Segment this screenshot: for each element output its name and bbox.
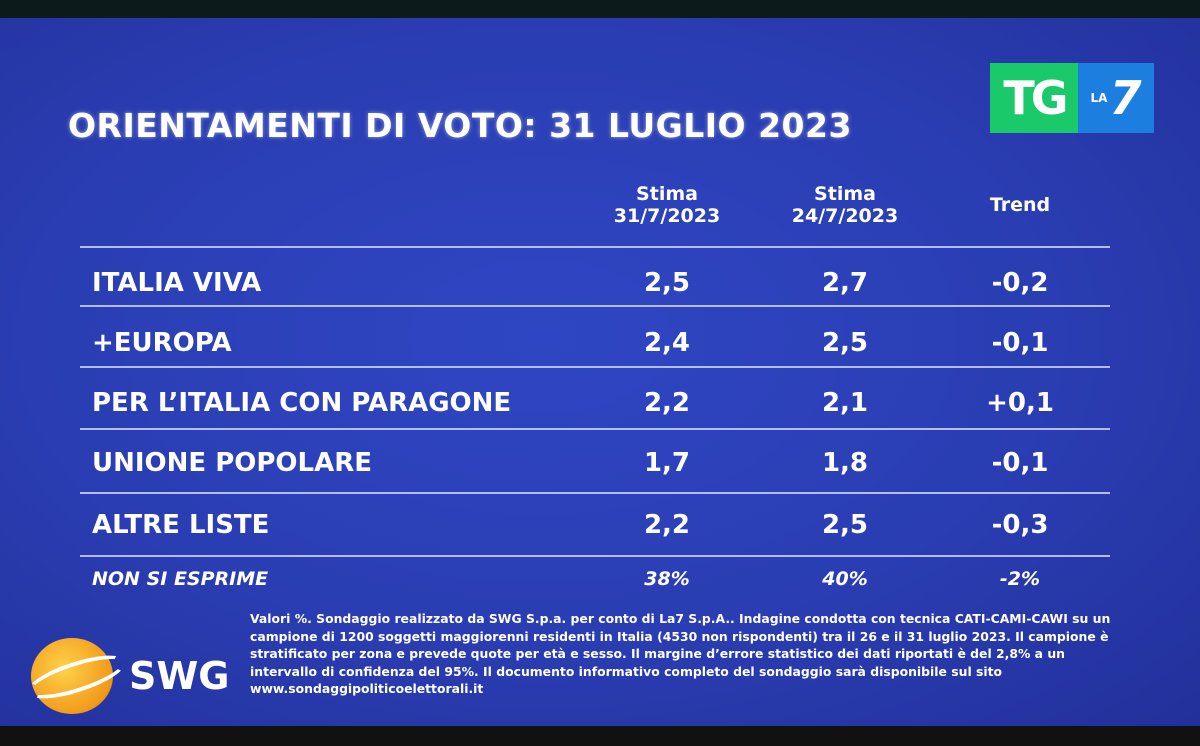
cell-current: 38% xyxy=(644,568,690,590)
swg-logo: SWG xyxy=(22,632,240,718)
cell-previous: 40% xyxy=(822,568,868,590)
footnote-text: Valori %. Sondaggio realizzato da SWG S.… xyxy=(250,611,1111,679)
column-header-current: Stima 31/7/2023 xyxy=(577,183,757,227)
divider xyxy=(80,428,1110,430)
table-row: PER L’ITALIA CON PARAGONE 2,2 2,1 +0,1 xyxy=(0,383,1200,423)
divider xyxy=(80,492,1110,494)
cell-previous: 2,1 xyxy=(821,388,869,418)
header-line1: Trend xyxy=(989,194,1051,216)
cell-previous: 2,7 xyxy=(821,268,869,298)
table-row: +EUROPA 2,4 2,5 -0,1 xyxy=(0,323,1200,363)
tg-la7-logo: TG LA 7 xyxy=(990,63,1154,133)
cell-current: 1,7 xyxy=(643,448,691,478)
tv-screen xyxy=(0,18,1200,726)
header-line2: 24/7/2023 xyxy=(791,205,899,227)
tv-bezel xyxy=(0,726,1200,746)
swg-globe-icon xyxy=(31,638,113,714)
table-row: UNIONE POPOLARE 1,7 1,8 -0,1 xyxy=(0,443,1200,483)
logo-tg: TG xyxy=(990,63,1078,133)
swg-wordmark: SWG xyxy=(129,654,230,698)
cell-trend: -0,3 xyxy=(991,510,1049,540)
logo-seven: 7 xyxy=(1109,71,1142,125)
cell-trend: +0,1 xyxy=(986,388,1054,418)
row-label: PER L’ITALIA CON PARAGONE xyxy=(92,388,512,418)
header-line1: Stima xyxy=(814,183,876,205)
row-label: NON SI ESPRIME xyxy=(92,568,269,590)
cell-previous: 2,5 xyxy=(821,510,869,540)
cell-current: 2,5 xyxy=(643,268,691,298)
column-header-previous: Stima 24/7/2023 xyxy=(755,183,935,227)
table-row: ALTRE LISTE 2,2 2,5 -0,3 xyxy=(0,505,1200,545)
table-row: ITALIA VIVA 2,5 2,7 -0,2 xyxy=(0,263,1200,303)
row-label: ITALIA VIVA xyxy=(92,268,262,298)
logo-la7: LA 7 xyxy=(1078,63,1154,133)
cell-current: 2,4 xyxy=(643,328,691,358)
cell-trend: -0,1 xyxy=(991,328,1049,358)
footnote-url: www.sondaggipoliticoelettorali.it xyxy=(250,681,484,696)
divider xyxy=(80,305,1110,307)
cell-trend: -0,1 xyxy=(991,448,1049,478)
page-title: ORIENTAMENTI DI VOTO: 31 LUGLIO 2023 xyxy=(68,106,852,145)
header-line1: Stima xyxy=(636,183,698,205)
divider xyxy=(80,366,1110,368)
header-line2: 31/7/2023 xyxy=(613,205,721,227)
row-label: UNIONE POPOLARE xyxy=(92,448,373,478)
cell-current: 2,2 xyxy=(643,388,691,418)
cell-previous: 2,5 xyxy=(821,328,869,358)
row-label: ALTRE LISTE xyxy=(92,510,270,540)
footnote: Valori %. Sondaggio realizzato da SWG S.… xyxy=(250,610,1120,698)
column-header-trend: Trend xyxy=(930,194,1110,216)
divider xyxy=(80,555,1110,557)
divider xyxy=(80,246,1110,248)
cell-trend: -2% xyxy=(999,568,1041,590)
cell-previous: 1,8 xyxy=(821,448,869,478)
table-row: NON SI ESPRIME 38% 40% -2% xyxy=(0,559,1200,599)
cell-trend: -0,2 xyxy=(991,268,1049,298)
logo-la: LA xyxy=(1090,91,1108,105)
cell-current: 2,2 xyxy=(643,510,691,540)
row-label: +EUROPA xyxy=(92,328,232,358)
